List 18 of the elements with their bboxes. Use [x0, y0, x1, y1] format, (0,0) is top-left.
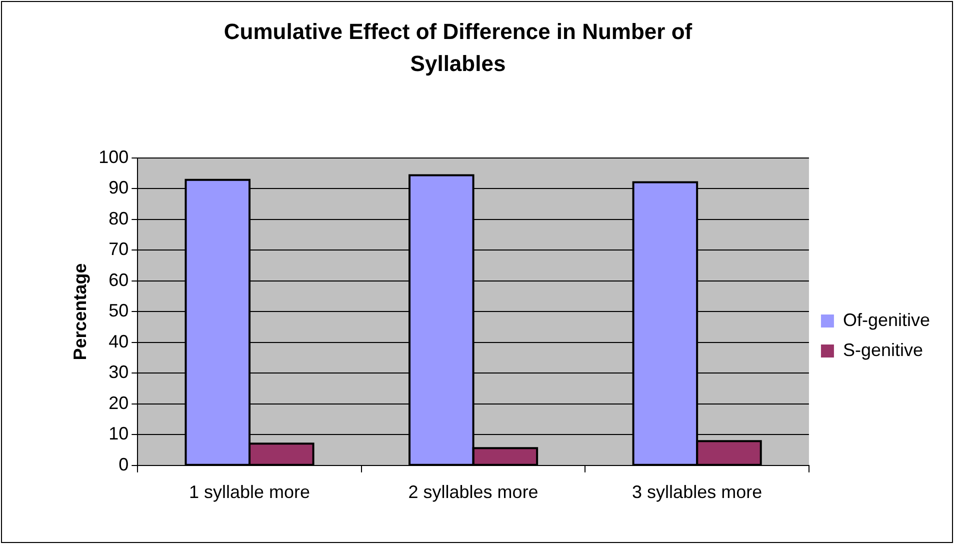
x-tick-label: 3 syllables more	[632, 482, 762, 502]
y-tick-label: 10	[108, 424, 129, 444]
y-tick-label: 90	[108, 178, 129, 198]
y-tick-label: 20	[108, 392, 129, 413]
legend-label: S-genitive	[842, 340, 924, 360]
y-tick-label: 0	[118, 454, 129, 474]
y-tick-label: 70	[108, 239, 129, 260]
y-tick-label: 30	[108, 362, 129, 382]
legend-label: Of-genitive	[842, 310, 930, 330]
x-tick-label: 1 syllable more	[188, 482, 310, 502]
y-tick-label: 100	[98, 146, 129, 167]
y-tick-label: 60	[108, 270, 129, 290]
chart-title: Cumulative Effect of Difference in Number of Syllables	[222, 18, 694, 78]
y-tick-label: 50	[108, 300, 129, 321]
y-axis-title: Percentage	[70, 263, 90, 360]
y-tick-label: 40	[108, 331, 129, 352]
y-tick-label: 80	[108, 208, 129, 228]
x-tick-label: 2 syllables more	[408, 482, 538, 502]
